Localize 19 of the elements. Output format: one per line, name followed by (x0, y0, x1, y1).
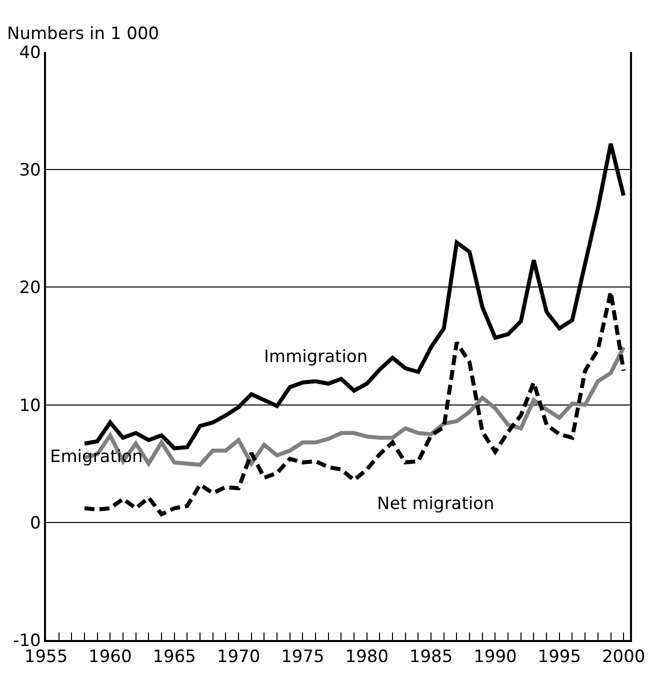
x-tick-label: 1960 (88, 647, 132, 668)
y-tick-label: 20 (19, 278, 41, 298)
x-tick-label: 1995 (538, 647, 582, 668)
y-tick-label: 0 (30, 513, 41, 534)
x-tick-label: 1990 (474, 647, 517, 668)
y-tick-label: 10 (19, 396, 41, 416)
series-label: Net migration (377, 494, 494, 514)
x-tick-label: 1975 (281, 647, 324, 668)
x-tick-label: 1985 (409, 647, 453, 668)
series-label: Emigration (50, 447, 143, 467)
x-tick-label: 1970 (216, 647, 260, 668)
y-tick-label: 40 (19, 42, 41, 63)
x-tick-label: 1965 (152, 647, 196, 668)
x-tick-label: 2000 (602, 647, 646, 668)
y-axis-title: Numbers in 1 000 (7, 24, 160, 44)
x-tick-label: 1955 (24, 647, 68, 668)
y-tick-label: 30 (19, 160, 41, 181)
x-tick-label: 1980 (345, 647, 389, 668)
series-label: Immigration (264, 347, 368, 367)
